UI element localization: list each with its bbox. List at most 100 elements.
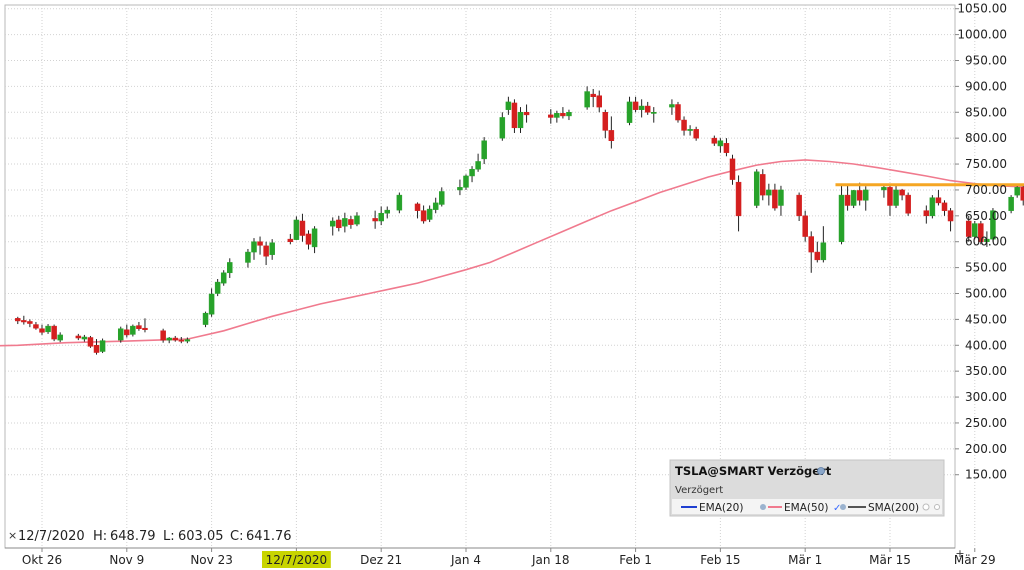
x-tick-label: Mär 29 (954, 553, 996, 567)
candle (202, 311, 209, 328)
candle-body (681, 119, 687, 131)
candle-body (57, 334, 63, 341)
legend-ema50-globe-icon (840, 504, 846, 510)
candle (378, 206, 384, 226)
candle-body (602, 112, 609, 131)
candle (251, 238, 257, 260)
candle-body (87, 337, 94, 347)
candle-body (1020, 187, 1024, 201)
ohlc-readout-low: 603.05 (178, 529, 224, 544)
candle-body (81, 336, 88, 340)
candle-body (965, 220, 972, 237)
candle (923, 205, 930, 224)
x-tick-label: 12/7/2020 (266, 553, 328, 567)
candle-body (172, 337, 179, 341)
candle (160, 328, 166, 343)
candle (651, 107, 657, 123)
candle-body (160, 330, 166, 341)
ohlc-readout-marker: × (8, 529, 17, 542)
candle-body (348, 219, 354, 225)
candles-layer (15, 86, 1024, 355)
legend-title: TSLA@SMART Verzögert (675, 464, 832, 478)
candle-body (669, 104, 675, 108)
y-tick-label: 600.00 (965, 235, 1007, 249)
candle (753, 169, 760, 209)
candle (802, 210, 808, 242)
candle (760, 169, 766, 201)
candle (469, 166, 475, 183)
candle (548, 109, 554, 124)
x-axis: Okt 26 Nov 9 Nov 23 12/7/2020 Dez 21 Jan 4 Jan… (5, 547, 996, 568)
candle (729, 154, 736, 185)
candle-body (227, 262, 233, 274)
candle-body (21, 320, 27, 323)
candle (844, 184, 851, 211)
legend-box[interactable]: TSLA@SMART Verzögert Verzögert EMA(20) E… (669, 459, 945, 517)
y-tick-label: 300.00 (965, 390, 1007, 404)
candle (257, 236, 263, 255)
candle-body (753, 171, 760, 206)
candle-body (723, 143, 730, 153)
candle-body (905, 194, 911, 214)
candle-body (972, 223, 978, 237)
candle (311, 226, 318, 254)
legend-ema50-check-icon: ✓ (833, 503, 841, 514)
legend-ema50-label: EMA(50) (784, 502, 828, 514)
candle-body (511, 102, 518, 129)
candle-body (923, 210, 930, 217)
candle (717, 138, 724, 153)
candle-body (481, 140, 487, 160)
candle-body (523, 112, 530, 116)
candle (142, 318, 148, 333)
candle (554, 110, 560, 123)
candle-body (342, 218, 348, 227)
candle-body (27, 321, 33, 324)
candle (75, 333, 82, 341)
candle-body (881, 187, 887, 191)
candle (336, 215, 342, 232)
candle-body (814, 251, 821, 261)
candle-body (820, 242, 827, 261)
legend-globe-icon (817, 467, 825, 475)
candle-body (802, 215, 808, 237)
ohlc-readout: × 12/7/2020 H: 648.79 L: 603.05 C: 641.7… (8, 529, 292, 544)
candle (21, 315, 27, 325)
candle-body (305, 233, 312, 245)
candle (33, 321, 39, 330)
candle-body (463, 175, 469, 188)
candle (893, 184, 899, 209)
candle (990, 208, 996, 242)
candle (439, 187, 445, 207)
candle-body (269, 242, 275, 255)
y-tick-label: 250.00 (965, 416, 1007, 430)
candle (342, 212, 348, 233)
candle (27, 319, 33, 328)
candle-body (644, 105, 651, 113)
candle-body (257, 241, 263, 246)
ohlc-readout-high: 648.79 (110, 529, 156, 544)
candle (15, 316, 21, 325)
candle (39, 324, 45, 335)
y-tick-label: 150.00 (965, 468, 1007, 482)
candle (426, 205, 433, 223)
candle (972, 221, 978, 240)
candle-body (39, 328, 45, 333)
candle-body (990, 210, 996, 240)
legend-subtitle: Verzögert (675, 485, 723, 496)
y-tick-label: 550.00 (965, 261, 1007, 275)
candle (93, 339, 100, 355)
x-tick-label: Nov 23 (190, 553, 233, 567)
candle-body (566, 112, 572, 117)
candle-body (396, 194, 403, 211)
candle-body (15, 318, 21, 322)
candle-body (166, 337, 172, 341)
candle (669, 99, 675, 115)
candle-body (711, 137, 718, 144)
candle-body (717, 140, 724, 147)
candle-body (475, 161, 481, 170)
candle-body (99, 340, 106, 352)
candle (778, 185, 784, 216)
candle (511, 99, 518, 133)
candle-body (632, 101, 639, 110)
candle (136, 321, 142, 331)
